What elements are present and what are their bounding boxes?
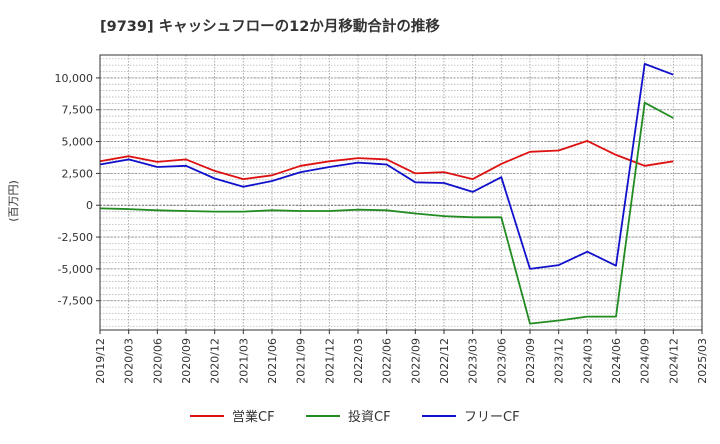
y-tick-label: 5,000 <box>62 136 94 149</box>
plot-frame <box>99 54 703 331</box>
series-line-3 <box>99 63 674 270</box>
y-tick-label: 0 <box>86 199 93 212</box>
legend-label-1: 営業CF <box>232 409 275 425</box>
series-line-1 <box>99 139 674 181</box>
series-lines <box>99 63 674 325</box>
x-tick-label: 2024/06 <box>610 338 623 384</box>
x-tick-label: 2022/09 <box>409 338 422 384</box>
legend-label-3: フリーCF <box>464 410 520 425</box>
x-tick-label: 2020/12 <box>209 338 222 384</box>
x-tick-label: 2023/06 <box>495 338 508 384</box>
x-tick-label: 2022/12 <box>438 338 451 384</box>
x-tick-label: 2020/09 <box>180 338 193 384</box>
x-tick-label: 2020/03 <box>123 338 136 384</box>
y-axis-label: (百万円) <box>7 180 20 222</box>
x-tick-label: 2021/09 <box>295 338 308 384</box>
legend: 営業CF 投資CF フリーCF <box>190 409 520 425</box>
x-tick-label: 2021/12 <box>323 338 336 384</box>
x-tick-label: 2019/12 <box>94 338 107 384</box>
y-tick-label: -5,000 <box>58 263 93 276</box>
x-tick-label: 2022/06 <box>381 338 394 384</box>
x-tick-label: 2024/09 <box>639 338 652 384</box>
x-tick-label: 2021/06 <box>266 338 279 384</box>
y-tick-label: -2,500 <box>58 231 93 244</box>
series-line-2 <box>99 101 674 325</box>
y-tick-label: -7,500 <box>58 295 93 308</box>
y-tick-label: 10,000 <box>55 72 94 85</box>
y-tick-label: 2,500 <box>62 167 94 180</box>
x-tick-label: 2024/03 <box>581 338 594 384</box>
chart-title: [9739] キャッシュフローの12か月移動合計の推移 <box>100 17 440 35</box>
x-tick-label: 2022/03 <box>352 338 365 384</box>
legend-label-2: 投資CF <box>348 409 391 425</box>
x-axis-ticks: 2019/12 2020/03 2020/06 2020/09 2020/12 2021/… <box>94 330 709 384</box>
y-axis-ticks: 10,000 7,500 5,000 2,500 0 -2,500 -5,000 -7,500 <box>55 72 100 308</box>
grid-lines <box>99 55 703 330</box>
x-tick-label: 2025/03 <box>696 338 709 384</box>
x-tick-label: 2023/09 <box>524 338 537 384</box>
x-tick-label: 2023/03 <box>467 338 480 384</box>
x-tick-label: 2020/06 <box>151 338 164 384</box>
x-tick-label: 2024/12 <box>667 338 680 384</box>
x-tick-label: 2023/12 <box>553 338 566 384</box>
x-tick-label: 2021/03 <box>237 338 250 384</box>
y-tick-label: 7,500 <box>62 104 94 117</box>
